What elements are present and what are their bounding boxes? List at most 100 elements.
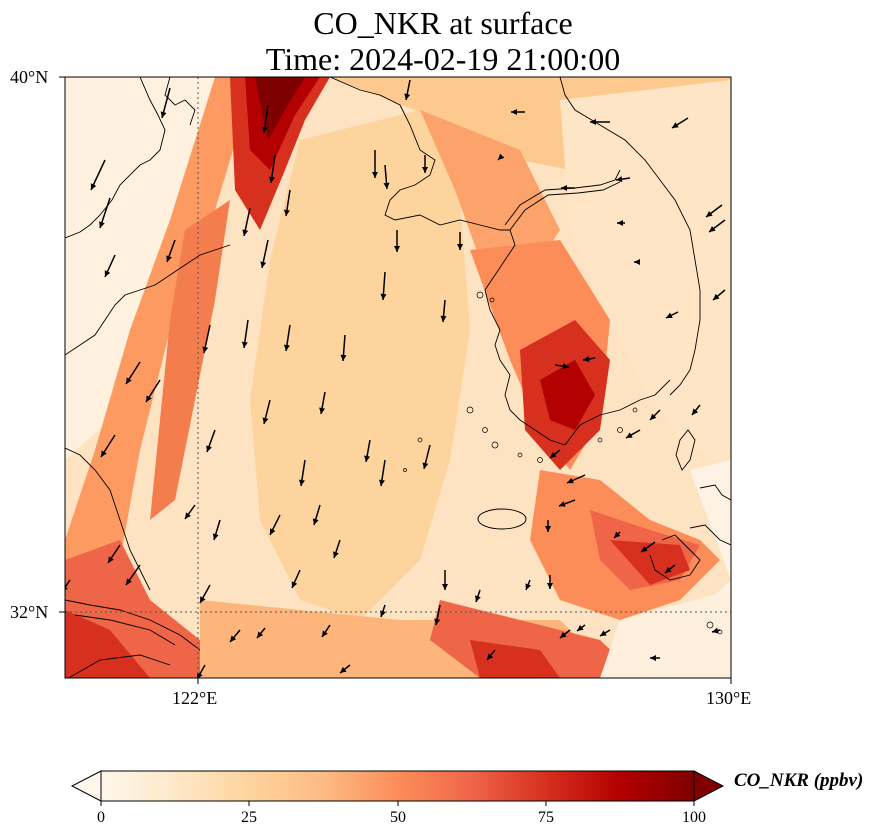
wind-arrow-head (99, 221, 105, 228)
wind-arrow-head (202, 346, 209, 353)
wind-arrow-head (270, 528, 276, 535)
wind-arrow-head (475, 595, 481, 602)
wind-arrow-head (559, 501, 566, 507)
wind-arrow-head (146, 395, 152, 402)
wind-arrow-head (457, 244, 463, 250)
wind-arrow-head (340, 354, 347, 361)
wind-arrow-head (126, 377, 132, 384)
colorbar-tick-100: 100 (682, 809, 706, 826)
wind-arrow-head (322, 630, 328, 637)
lat-tick-32n: 32°N (10, 602, 49, 622)
wind-arrow-head (692, 408, 699, 415)
wind-arrow-head (641, 546, 648, 552)
wind-arrow-head (498, 153, 505, 160)
colorbar-extend-low (70, 770, 102, 802)
wind-arrow-head (101, 450, 107, 457)
wind-arrow (65, 579, 71, 589)
wind-arrow-head (590, 119, 596, 125)
wind-arrow-head (650, 655, 656, 661)
wind-arrow-head (241, 341, 248, 348)
wind-arrow-head (634, 259, 640, 265)
wind-arrow-head (562, 363, 569, 370)
wind-arrow-head (200, 596, 206, 603)
colorbar-label: CO_NKR (ppbv) (734, 770, 864, 791)
wind-arrow-head (616, 176, 623, 183)
wind-arrow-head (65, 586, 68, 591)
map-time: Time: 2024-02-19 21:00:00 (265, 41, 621, 77)
wind-arrow-head (525, 583, 532, 590)
wind-vectors (65, 79, 726, 678)
colorbar-extend-high (693, 770, 725, 802)
wind-arrow-head (583, 356, 590, 362)
concentration-field (65, 77, 731, 678)
lat-tick-40n: 40°N (10, 67, 49, 87)
wind-arrow-head (166, 255, 172, 262)
colorbar (70, 770, 725, 806)
wind-arrow-head (712, 627, 719, 634)
colorbar-tick-50: 50 (390, 809, 406, 826)
wind-arrow-head (617, 220, 623, 226)
wind-arrow-head (434, 618, 441, 625)
wind-arrow-head (672, 122, 679, 128)
wind-arrow-head (561, 185, 567, 191)
wind-arrow-head (547, 583, 553, 589)
wind-arrow-head (283, 344, 290, 351)
map-frame (64, 76, 732, 679)
wind-arrow-head (372, 172, 378, 178)
wind-arrow-head (206, 445, 212, 452)
colorbar-tick-25: 25 (241, 809, 257, 826)
wind-arrow-head (319, 407, 326, 414)
wind-arrow-head (242, 229, 249, 236)
wind-arrow-head (626, 432, 633, 438)
wind-arrow-head (422, 462, 429, 469)
wind-arrow-head (312, 518, 319, 525)
wind-arrow-head (442, 584, 448, 590)
wind-arrow-head (545, 526, 551, 532)
wind-arrow-head (261, 126, 268, 133)
colorbar-tick-0: 0 (97, 809, 105, 826)
wind-arrow-head (487, 653, 494, 660)
map-title: CO_NKR at surface (313, 5, 573, 41)
wind-arrow-head (511, 109, 517, 115)
colorbar-tick-75: 75 (538, 809, 554, 826)
wind-arrow-head (364, 455, 371, 462)
wind-arrow-head (298, 479, 305, 486)
wind-arrow-head (422, 167, 428, 173)
wind-arrow-head (404, 93, 411, 100)
wind-arrow-head (126, 578, 132, 585)
wind-arrow-head (378, 479, 385, 486)
wind-arrow-head (260, 261, 267, 268)
wind-arrow-head (380, 293, 387, 300)
wind-arrow-head (383, 182, 390, 189)
wind-arrow-head (104, 270, 111, 277)
gridlines (65, 77, 731, 678)
wind-arrow-head (257, 631, 264, 638)
wind-arrow-head (650, 413, 657, 420)
wind-arrow-head (291, 581, 298, 588)
wind-arrow-head (550, 451, 557, 458)
wind-arrow-head (709, 226, 716, 232)
wind-arrow-head (90, 183, 97, 190)
wind-arrow-head (394, 246, 400, 252)
wind-arrow-head (108, 556, 114, 563)
wind-arrow-head (333, 551, 339, 558)
wind-arrow-head (713, 293, 720, 300)
coastlines (65, 77, 731, 678)
wind-arrow-head (185, 512, 191, 519)
wind-arrow-head (283, 209, 290, 216)
wind-arrow-head (212, 533, 219, 540)
wind-arrow-head (160, 111, 167, 118)
wind-arrow-head (567, 477, 574, 484)
wind-arrow-head (440, 315, 447, 322)
colorbar-gradient (101, 771, 694, 801)
wind-arrow-head (600, 630, 607, 636)
lon-tick-122e: 122°E (172, 688, 218, 708)
lon-tick-130e: 130°E (706, 688, 752, 708)
wind-arrow-head (262, 417, 269, 424)
wind-arrow-head (706, 211, 713, 217)
wind-arrow-head (230, 635, 237, 642)
wind-arrow-head (340, 666, 347, 673)
wind-arrow-head (577, 625, 584, 631)
wind-arrow-head (560, 631, 567, 638)
